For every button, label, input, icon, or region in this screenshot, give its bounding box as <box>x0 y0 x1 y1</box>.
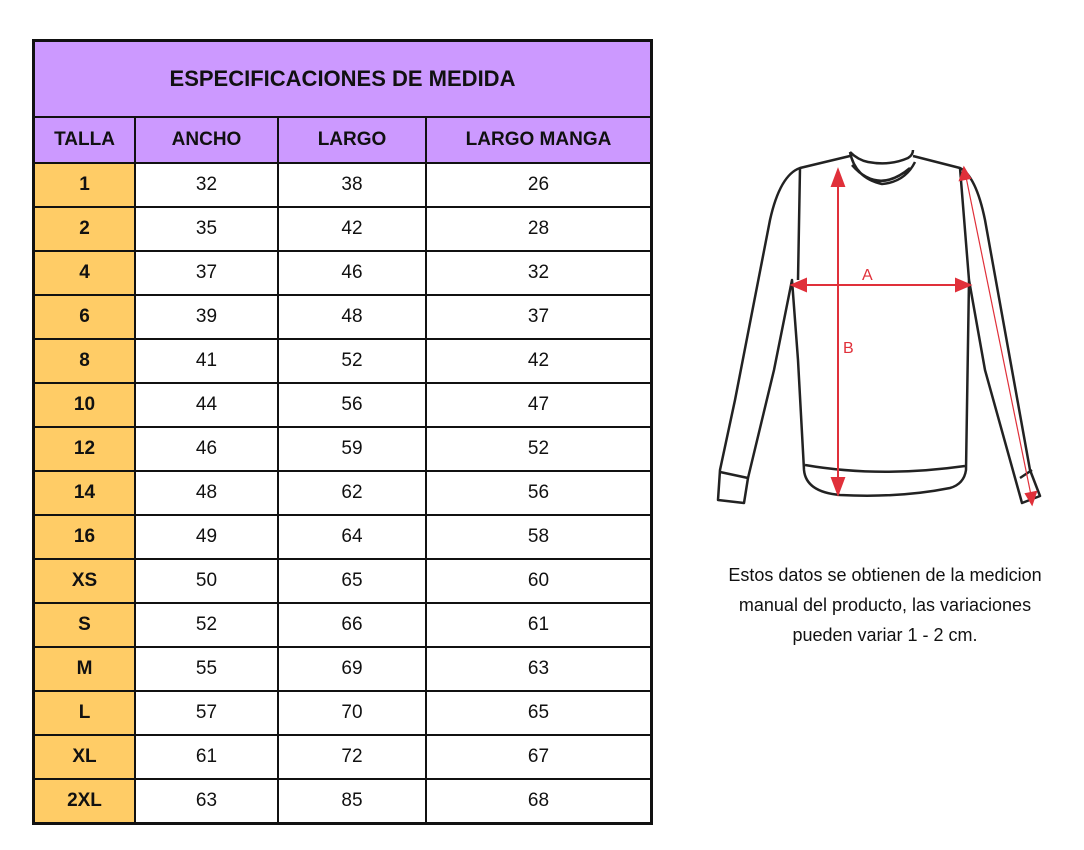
cell-ancho: 41 <box>134 338 279 384</box>
table-row: L 57 70 65 <box>32 690 653 736</box>
cell-ancho: 39 <box>134 294 279 340</box>
cell-largo-manga: 37 <box>425 294 653 340</box>
table-row: 2XL 63 85 68 <box>32 778 653 825</box>
cell-ancho: 46 <box>134 426 279 472</box>
cell-ancho: 32 <box>134 162 279 208</box>
cell-talla: 8 <box>32 338 136 384</box>
cell-largo: 48 <box>277 294 427 340</box>
cell-ancho: 48 <box>134 470 279 516</box>
measurement-note: Estos datos se obtienen de la medicion m… <box>690 560 1080 650</box>
cell-ancho: 35 <box>134 206 279 252</box>
measure-sleeve-line <box>964 171 1033 501</box>
table-row: 6 39 48 37 <box>32 294 653 340</box>
cell-ancho: 49 <box>134 514 279 560</box>
table-row: 16 49 64 58 <box>32 514 653 560</box>
cell-largo-manga: 28 <box>425 206 653 252</box>
table-row: 8 41 52 42 <box>32 338 653 384</box>
label-a: A <box>862 267 873 284</box>
cell-largo: 52 <box>277 338 427 384</box>
label-b: B <box>843 340 854 357</box>
cell-largo: 66 <box>277 602 427 648</box>
cell-largo-manga: 60 <box>425 558 653 604</box>
cell-largo: 64 <box>277 514 427 560</box>
table-row: 1 32 38 26 <box>32 162 653 208</box>
table-row: S 52 66 61 <box>32 602 653 648</box>
cell-talla: XS <box>32 558 136 604</box>
cell-talla: 4 <box>32 250 136 296</box>
cell-talla: 6 <box>32 294 136 340</box>
cell-largo-manga: 56 <box>425 470 653 516</box>
arrow-sleeve-bottom <box>1024 490 1038 507</box>
sweater-diagram: A B <box>716 149 1042 507</box>
cell-ancho: 55 <box>134 646 279 692</box>
cell-largo: 65 <box>277 558 427 604</box>
header-largo-manga: LARGO MANGA <box>425 116 653 164</box>
cell-talla: 1 <box>32 162 136 208</box>
cell-largo: 69 <box>277 646 427 692</box>
arrow-a-left <box>789 277 807 293</box>
cell-ancho: 44 <box>134 382 279 428</box>
cell-talla: 2 <box>32 206 136 252</box>
cell-largo-manga: 68 <box>425 778 653 825</box>
note-line: Estos datos se obtienen de la medicion <box>728 565 1042 585</box>
cell-ancho: 37 <box>134 250 279 296</box>
cell-largo: 38 <box>277 162 427 208</box>
table-row: XL 61 72 67 <box>32 734 653 780</box>
cell-largo-manga: 63 <box>425 646 653 692</box>
sweater-collar <box>848 149 917 186</box>
cell-talla: XL <box>32 734 136 780</box>
table-row: 12 46 59 52 <box>32 426 653 472</box>
size-chart-table: ESPECIFICACIONES DE MEDIDA TALLA ANCHO L… <box>32 39 653 825</box>
cell-ancho: 63 <box>134 778 279 825</box>
cell-largo-manga: 32 <box>425 250 653 296</box>
arrow-sleeve-top <box>958 165 972 182</box>
cell-largo-manga: 65 <box>425 690 653 736</box>
cell-largo-manga: 42 <box>425 338 653 384</box>
cell-ancho: 61 <box>134 734 279 780</box>
cell-largo: 56 <box>277 382 427 428</box>
table-row: 2 35 42 28 <box>32 206 653 252</box>
table-row: 4 37 46 32 <box>32 250 653 296</box>
cell-largo: 72 <box>277 734 427 780</box>
arrow-b-bottom <box>830 477 846 497</box>
cell-largo: 46 <box>277 250 427 296</box>
cell-largo-manga: 58 <box>425 514 653 560</box>
cell-talla: M <box>32 646 136 692</box>
cell-talla: S <box>32 602 136 648</box>
cell-ancho: 50 <box>134 558 279 604</box>
arrow-b-top <box>830 167 846 187</box>
cell-talla: L <box>32 690 136 736</box>
note-line: pueden variar 1 - 2 cm. <box>792 625 978 645</box>
sweater-body <box>716 154 1042 505</box>
cell-talla: 14 <box>32 470 136 516</box>
table-row: XS 50 65 60 <box>32 558 653 604</box>
header-ancho: ANCHO <box>134 116 279 164</box>
cell-largo: 70 <box>277 690 427 736</box>
table-row: 10 44 56 47 <box>32 382 653 428</box>
note-line: manual del producto, las variaciones <box>738 595 1032 615</box>
cell-largo-manga: 26 <box>425 162 653 208</box>
table-row: 14 48 62 56 <box>32 470 653 516</box>
cell-largo: 59 <box>277 426 427 472</box>
cell-largo-manga: 47 <box>425 382 653 428</box>
cell-talla: 16 <box>32 514 136 560</box>
table-title: ESPECIFICACIONES DE MEDIDA <box>32 39 653 118</box>
cell-talla: 2XL <box>32 778 136 825</box>
cell-talla: 10 <box>32 382 136 428</box>
cell-largo: 42 <box>277 206 427 252</box>
cell-largo-manga: 67 <box>425 734 653 780</box>
cell-largo: 85 <box>277 778 427 825</box>
arrow-a-right <box>955 277 973 293</box>
cell-largo-manga: 52 <box>425 426 653 472</box>
cell-largo: 62 <box>277 470 427 516</box>
cell-talla: 12 <box>32 426 136 472</box>
header-largo: LARGO <box>277 116 427 164</box>
cell-largo-manga: 61 <box>425 602 653 648</box>
cell-ancho: 52 <box>134 602 279 648</box>
header-talla: TALLA <box>32 116 136 164</box>
table-row: M 55 69 63 <box>32 646 653 692</box>
cell-ancho: 57 <box>134 690 279 736</box>
